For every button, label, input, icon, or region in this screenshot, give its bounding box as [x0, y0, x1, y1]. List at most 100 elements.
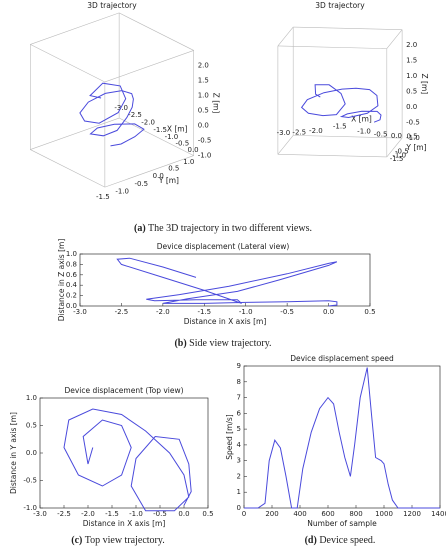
z-axis-label: Z [m] [420, 74, 429, 95]
y-tick-label: 0.5 [26, 422, 37, 430]
caption: (c) Top view trajectory. [71, 535, 164, 546]
caption-label: (a) [134, 223, 146, 234]
y-tick-label: 0.6 [66, 271, 78, 279]
z-tick-label: 0.5 [198, 107, 209, 115]
caption-text: Top view trajectory. [85, 535, 165, 546]
plot-frame [243, 365, 441, 509]
chart-title: 3D trajectory [87, 1, 137, 10]
caption-label: (d) [305, 535, 317, 546]
z-tick-label: 1.5 [198, 76, 209, 84]
y-axis-label: Y [m] [405, 143, 426, 152]
chart-title: Device displacement (Lateral view) [157, 242, 290, 251]
y-axis-label: Distance in Z axis [m] [57, 239, 66, 322]
x-tick-label: -1.5 [333, 123, 347, 131]
data-line [116, 257, 338, 307]
box-edge [104, 155, 194, 188]
x-tick-label: 0.0 [323, 308, 334, 316]
x-tick-label: -1.5 [197, 308, 211, 316]
x-tick-label: 1200 [403, 510, 421, 518]
x-tick-label: 800 [349, 510, 362, 518]
chart-title: Device displacement speed [290, 354, 394, 363]
y-tick-label: -1.0 [115, 188, 129, 196]
z-tick-label: -1.0 [406, 134, 420, 142]
z-tick-label: 2.0 [406, 41, 417, 49]
x-tick-label: -2.0 [156, 308, 170, 316]
z-axis-label: Z [m] [212, 93, 221, 114]
y-tick-label: 0.0 [26, 449, 37, 457]
x-tick-label: -0.5 [280, 308, 294, 316]
x-tick-label: -1.0 [239, 308, 253, 316]
y-tick-label: -0.5 [23, 477, 37, 485]
y-tick-label: -1.5 [96, 193, 110, 201]
y-tick-label: 4 [237, 441, 242, 449]
data-line [63, 408, 192, 512]
y-tick-label: 7 [237, 394, 241, 402]
z-tick-label: -0.5 [406, 119, 420, 127]
y-tick-label: 3 [237, 457, 241, 465]
x-tick-label: -2.5 [128, 111, 142, 119]
y-tick-label: 0.5 [168, 165, 179, 173]
y-tick-label: 2 [237, 472, 241, 480]
y-tick-label: 1 [237, 488, 241, 496]
x-tick-label: -2.5 [57, 510, 71, 518]
caption-label: (b) [174, 338, 186, 349]
y-tick-label: 0 [237, 504, 241, 512]
x-tick-label: -1.0 [357, 128, 371, 136]
box-edge [119, 12, 194, 51]
y-tick-label: -1.5 [390, 155, 404, 163]
box-edge [277, 45, 387, 49]
z-tick-label: 0.0 [198, 122, 209, 130]
x-tick-label: -2.5 [115, 308, 129, 316]
x-tick-label: 0.0 [391, 132, 402, 140]
box-edge [30, 117, 120, 150]
y-tick-label: -1.0 [23, 504, 37, 512]
caption-text: Device speed. [319, 535, 375, 546]
box-edge [293, 26, 403, 31]
y-tick-label: 0.2 [66, 292, 77, 300]
x-tick-label: 1000 [375, 510, 393, 518]
x-tick-label: -0.5 [374, 131, 388, 139]
y-axis-label: Y [m] [158, 176, 179, 185]
x-tick-label: -3.0 [33, 510, 47, 518]
box-edge [386, 29, 403, 49]
x-tick-label: -3.0 [277, 129, 291, 137]
x-tick-label: 0.0 [187, 146, 198, 154]
box-edge [293, 135, 403, 139]
y-axis-label: Speed [m/s] [225, 414, 234, 460]
x-tick-label: 0 [242, 510, 246, 518]
caption: (d) Device speed. [305, 535, 376, 546]
caption: (b) Side view trajectory. [174, 338, 271, 349]
x-tick-label: 600 [321, 510, 334, 518]
y-tick-label: 1.0 [66, 250, 77, 258]
chart-title: 3D trajectory [315, 1, 365, 10]
x-tick-label: 0.0 [178, 510, 189, 518]
x-tick-label: -2.0 [81, 510, 95, 518]
caption-text: The 3D trajectory in two different views… [148, 223, 312, 234]
box-edge [30, 12, 120, 45]
x-tick-label: -2.5 [292, 129, 306, 137]
x-tick-label: -1.0 [129, 510, 143, 518]
chart-title: Device displacement (Top view) [64, 386, 183, 395]
x-tick-label: -0.5 [153, 510, 167, 518]
y-tick-label: 5 [237, 425, 241, 433]
caption-text: Side view trajectory. [189, 338, 271, 349]
z-tick-label: 0.5 [406, 88, 417, 96]
trajectory-3d [300, 84, 382, 123]
trajectory-3d [79, 82, 145, 147]
x-tick-label: 400 [293, 510, 306, 518]
caption: (a) The 3D trajectory in two different v… [134, 223, 312, 234]
z-tick-label: 2.0 [198, 61, 209, 69]
x-axis-label: Distance in X axis [m] [184, 317, 267, 326]
x-tick-label: -2.0 [309, 127, 323, 135]
x-tick-label: 200 [265, 510, 278, 518]
y-axis-label: Distance in Y axis [m] [9, 412, 18, 494]
x-tick-label: -3.0 [73, 308, 87, 316]
z-tick-label: -0.5 [198, 137, 212, 145]
y-tick-label: 0.8 [66, 260, 77, 268]
x-axis-label: X [m] [167, 124, 188, 133]
y-tick-label: 0.4 [66, 281, 78, 289]
y-tick-label: 1.0 [183, 158, 194, 166]
box-edge [30, 149, 105, 188]
y-tick-label: 8 [237, 378, 241, 386]
